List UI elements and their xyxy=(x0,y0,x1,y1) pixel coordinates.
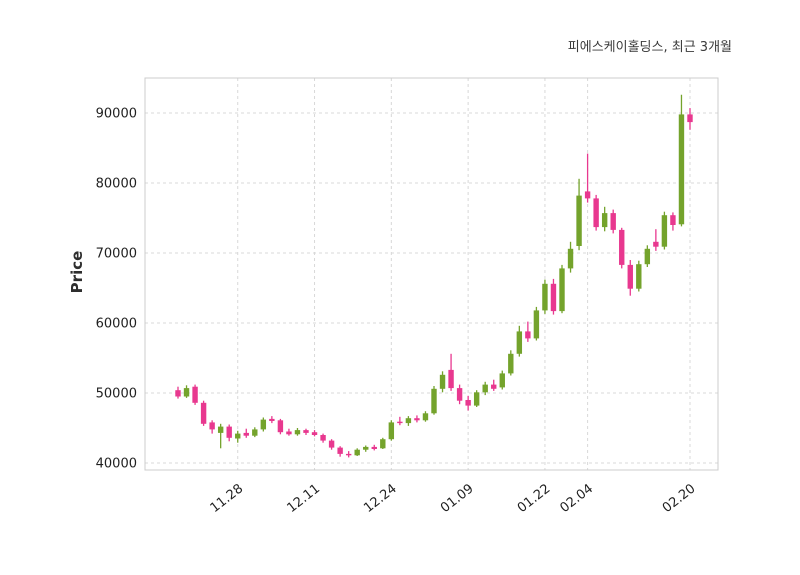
candle-body xyxy=(576,195,582,246)
candle-body xyxy=(303,430,309,433)
candle-body xyxy=(584,191,591,199)
candle-body xyxy=(397,421,403,424)
candle-body xyxy=(567,248,574,269)
x-tick-label: 01.09 xyxy=(438,481,477,516)
candle-body xyxy=(431,388,437,414)
candle-body xyxy=(405,418,412,424)
candle-body xyxy=(260,419,267,430)
candle-body xyxy=(175,390,181,397)
candle-body xyxy=(601,213,608,228)
candle-body xyxy=(627,264,633,289)
candle-body xyxy=(448,369,454,389)
candle-body xyxy=(687,114,693,123)
candle-body xyxy=(422,413,429,421)
y-tick-label: 60000 xyxy=(96,317,137,332)
candle-body xyxy=(533,310,540,339)
candle-body xyxy=(277,420,284,433)
candle-body xyxy=(371,446,377,449)
candle-body xyxy=(269,418,275,421)
candle-body xyxy=(542,283,548,311)
x-tick-label: 11.28 xyxy=(208,481,247,516)
candle-body xyxy=(491,384,497,389)
candle-body xyxy=(311,432,318,435)
candle-body xyxy=(661,215,668,247)
candle-body xyxy=(508,353,514,374)
x-tick-label: 12.11 xyxy=(284,481,323,516)
candle-body xyxy=(320,435,326,441)
candle-body xyxy=(294,430,301,435)
candle-body xyxy=(200,402,207,424)
x-tick-label: 12.24 xyxy=(361,481,400,516)
candle-body xyxy=(525,331,531,339)
candle-body xyxy=(516,331,523,354)
candle-body xyxy=(499,373,505,388)
y-tick-label: 50000 xyxy=(96,387,137,402)
candle-body xyxy=(363,446,369,450)
candle-body xyxy=(550,283,557,312)
candle-body xyxy=(653,241,659,247)
candle-body xyxy=(328,440,335,448)
candle-body xyxy=(619,229,625,265)
candle-body xyxy=(559,268,565,312)
candle-body xyxy=(380,439,386,449)
candle-body xyxy=(345,453,352,456)
candle-body xyxy=(183,388,190,397)
candle-body xyxy=(414,418,420,421)
candle-body xyxy=(286,431,292,435)
candle-body xyxy=(439,374,446,389)
candle-body xyxy=(456,388,463,401)
candle-body xyxy=(252,429,258,436)
candle-body xyxy=(388,422,395,440)
candle-body xyxy=(217,426,224,433)
candle-body xyxy=(473,392,480,406)
candle-body xyxy=(243,432,249,436)
candle-body xyxy=(593,198,599,228)
candle-body xyxy=(636,264,642,289)
candle-body xyxy=(482,384,488,393)
candle-body xyxy=(209,422,215,430)
candle-body xyxy=(610,213,616,230)
y-tick-label: 70000 xyxy=(96,247,137,262)
candle-body xyxy=(644,248,651,265)
y-tick-label: 40000 xyxy=(96,457,137,472)
candle-body xyxy=(226,426,232,438)
candle-body xyxy=(354,449,360,456)
x-tick-label: 01.22 xyxy=(515,481,554,516)
y-tick-label: 90000 xyxy=(96,107,137,122)
candle-body xyxy=(670,215,676,225)
candle-body xyxy=(337,447,343,454)
x-tick-label: 02.20 xyxy=(660,481,699,516)
x-tick-label: 02.04 xyxy=(557,481,596,516)
candle-body xyxy=(465,400,471,406)
y-tick-label: 80000 xyxy=(96,177,137,192)
candle-body xyxy=(192,386,198,403)
chart-title: 피에스케이홀딩스, 최근 3개월 xyxy=(567,40,732,55)
candle-body xyxy=(678,114,685,225)
candle-body xyxy=(235,433,241,439)
